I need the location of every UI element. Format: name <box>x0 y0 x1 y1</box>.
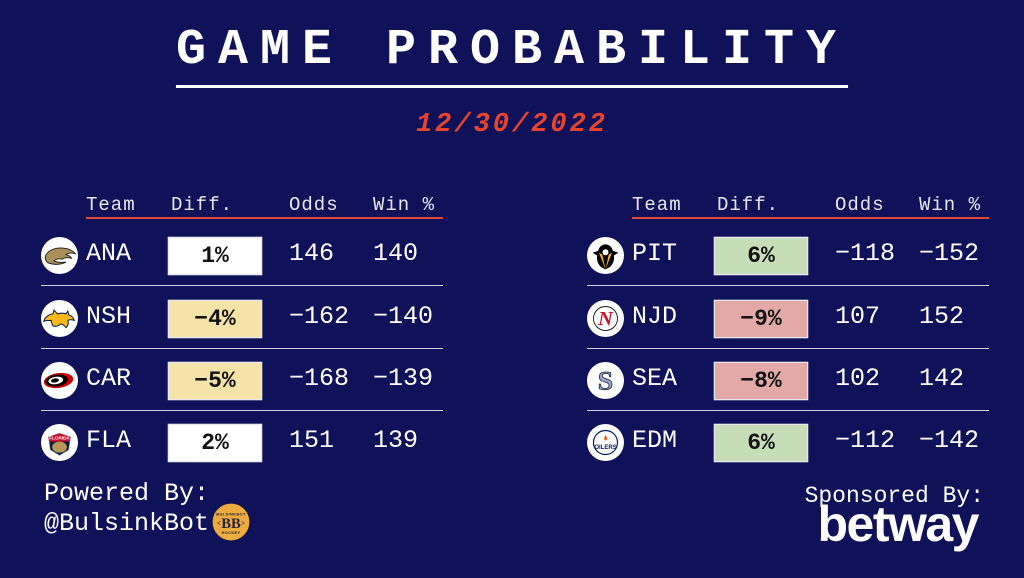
svg-text:HOCKEY: HOCKEY <box>221 530 240 535</box>
svg-text:OILERS: OILERS <box>594 445 616 451</box>
svg-text:>: > <box>241 518 245 527</box>
svg-text:FLORIDA: FLORIDA <box>49 436 70 441</box>
svg-text:S: S <box>598 366 613 397</box>
svg-text:<: < <box>217 518 221 527</box>
svg-text:N: N <box>597 308 614 330</box>
